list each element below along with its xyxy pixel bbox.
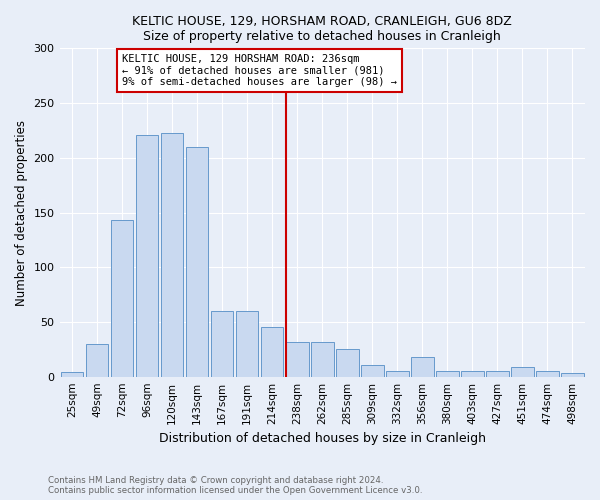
Bar	[86, 344, 109, 376]
Bar	[536, 371, 559, 376]
Bar	[211, 311, 233, 376]
Bar	[111, 220, 133, 376]
Bar	[436, 371, 458, 376]
Bar	[361, 364, 383, 376]
Bar	[336, 350, 359, 376]
Bar	[461, 371, 484, 376]
Text: KELTIC HOUSE, 129 HORSHAM ROAD: 236sqm
← 91% of detached houses are smaller (981: KELTIC HOUSE, 129 HORSHAM ROAD: 236sqm ←…	[122, 54, 397, 87]
Bar	[186, 147, 208, 376]
Bar	[286, 342, 308, 376]
Bar	[386, 371, 409, 376]
Bar	[136, 135, 158, 376]
Bar	[311, 342, 334, 376]
Title: KELTIC HOUSE, 129, HORSHAM ROAD, CRANLEIGH, GU6 8DZ
Size of property relative to: KELTIC HOUSE, 129, HORSHAM ROAD, CRANLEI…	[133, 15, 512, 43]
Bar	[261, 328, 283, 376]
Bar	[236, 311, 259, 376]
Bar	[411, 357, 434, 376]
Text: Contains HM Land Registry data © Crown copyright and database right 2024.
Contai: Contains HM Land Registry data © Crown c…	[48, 476, 422, 495]
Bar	[486, 371, 509, 376]
Bar	[61, 372, 83, 376]
Bar	[511, 367, 534, 376]
X-axis label: Distribution of detached houses by size in Cranleigh: Distribution of detached houses by size …	[159, 432, 486, 445]
Bar	[561, 374, 584, 376]
Y-axis label: Number of detached properties: Number of detached properties	[15, 120, 28, 306]
Bar	[161, 132, 184, 376]
